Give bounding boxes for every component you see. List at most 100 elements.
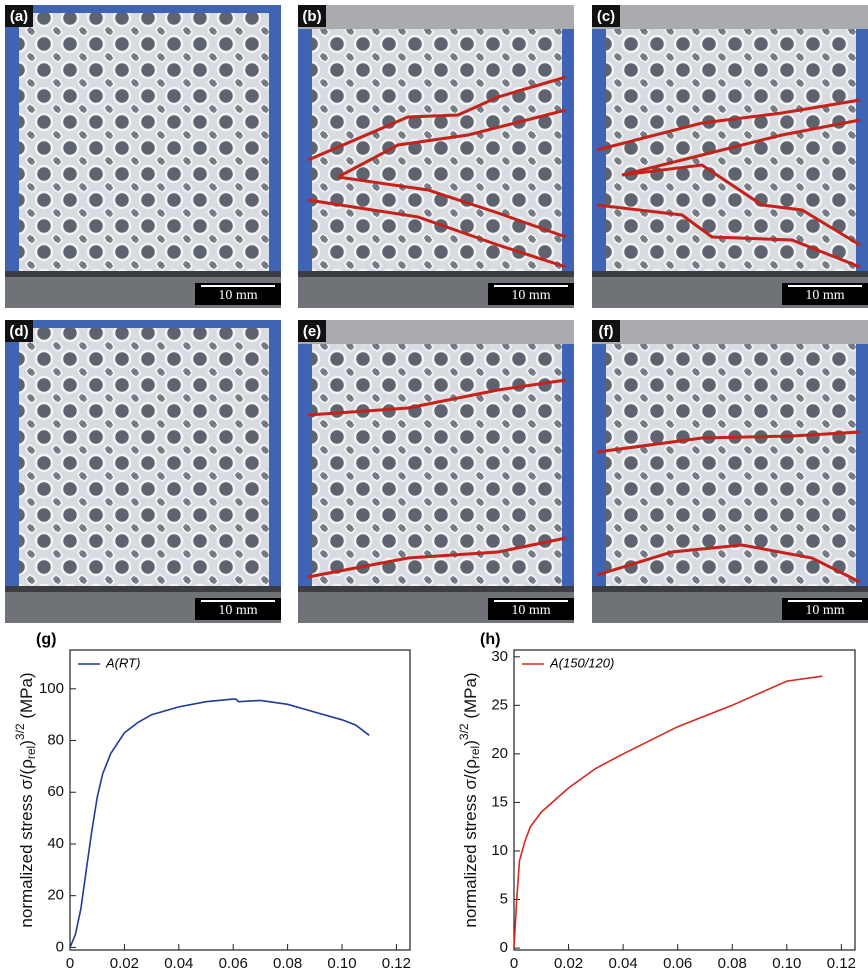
crack-line: [307, 198, 567, 269]
y-tick-label: 10: [491, 842, 508, 859]
x-tick-label: 0.12: [382, 955, 411, 972]
platen-edge: [592, 586, 868, 592]
foam-specimen: [19, 328, 269, 588]
platen-edge: [5, 586, 281, 592]
y-axis-label-part: (MPa): [17, 672, 36, 723]
foam-specimen: [19, 13, 269, 273]
platen-edge: [298, 586, 574, 592]
x-tick-label: 0.10: [772, 955, 801, 972]
label-box: [592, 5, 620, 27]
y-axis-label-part: ): [461, 740, 480, 746]
label-box: [5, 5, 33, 27]
scale-bar-box: [782, 598, 868, 620]
crack-line: [596, 98, 861, 152]
crack-line: [621, 163, 861, 247]
x-tick-label: 0.10: [327, 955, 356, 972]
y-axis-label-part: rel: [468, 746, 482, 759]
y-tick-label: 20: [491, 745, 508, 762]
label-box: [592, 320, 620, 342]
panel-label: (h): [480, 631, 500, 648]
foam-specimen: [606, 344, 856, 588]
plot-frame: [69, 649, 411, 951]
panel-label: (a): [10, 8, 28, 25]
y-tick-label: 100: [39, 680, 64, 697]
scale-bar-label: 10 mm: [218, 288, 257, 303]
photo: (c) 10 mm: [592, 5, 868, 308]
top-platen: [298, 5, 574, 29]
scale-bar-label: 10 mm: [805, 288, 844, 303]
crack-line: [307, 378, 567, 417]
photo-panels: (a) 10 mm (b) 10 mm (c) 10 mm (d) 10 mm (e) 10 mm…: [5, 5, 868, 623]
crack-line: [621, 118, 861, 177]
x-tick-label: 0: [66, 955, 74, 972]
x-tick-label: 0: [510, 955, 518, 972]
label-box: [5, 320, 33, 342]
panel-label: (f): [599, 323, 614, 340]
y-axis-label-part: ): [17, 740, 36, 746]
scale-bar-box: [195, 283, 281, 305]
y-tick-label: 0: [56, 938, 64, 955]
x-tick-label: 0.08: [718, 955, 747, 972]
foam-specimen: [606, 29, 856, 273]
label-box: [298, 5, 326, 27]
x-tick-label: 0.08: [273, 955, 302, 972]
top-platen: [592, 320, 868, 344]
scale-bar-box: [195, 598, 281, 620]
y-axis-label: normalized stress σ/(ρrel)3/2 (MPa): [13, 672, 38, 927]
chart: (h) 0 0.02 0.04 0.06 0.08 0.10 0.12 0 5 10 15 20 25 30…: [457, 631, 856, 980]
plot-frame: [513, 649, 856, 951]
crack-line: [337, 175, 567, 239]
y-tick-label: 40: [47, 835, 64, 852]
y-axis-label-part: (MPa): [461, 672, 480, 723]
x-tick-label: 0.04: [164, 955, 193, 972]
legend-label: A(150/120): [549, 655, 614, 670]
scale-bar-label: 10 mm: [218, 603, 257, 618]
y-axis-label-part: 3/2: [457, 723, 471, 740]
panel-label: (g): [36, 631, 56, 648]
crack-line: [596, 430, 861, 454]
x-tick-label: 0.02: [554, 955, 583, 972]
scale-bar-label: 10 mm: [805, 603, 844, 618]
x-tick-label: 0.06: [219, 955, 248, 972]
y-tick-label: 30: [491, 648, 508, 665]
y-tick-label: 25: [491, 696, 508, 713]
scale-bar-box: [488, 283, 574, 305]
crack-line: [337, 108, 567, 179]
photo: (e) 10 mm: [298, 320, 574, 623]
label-box: [298, 320, 326, 342]
x-tick-label: 0.12: [827, 955, 856, 972]
foam-specimen: [312, 29, 562, 273]
legend-label: A(RT): [105, 655, 140, 670]
panel-label: (e): [303, 323, 321, 340]
scale-bar-label: 10 mm: [511, 603, 550, 618]
top-platen: [298, 320, 574, 344]
crack-line: [596, 203, 861, 269]
y-tick-label: 80: [47, 731, 64, 748]
y-tick-label: 20: [47, 887, 64, 904]
y-axis-label: normalized stress σ/(ρrel)3/2 (MPa): [457, 672, 482, 927]
platen-edge: [592, 271, 868, 277]
scale-bar-label: 10 mm: [511, 288, 550, 303]
x-tick-label: 0.06: [663, 955, 692, 972]
photo: (a) 10 mm: [5, 5, 281, 308]
y-axis-label-part: normalized stress σ/(ρ: [461, 759, 480, 927]
y-tick-label: 0: [500, 939, 508, 956]
y-tick-label: 15: [491, 793, 508, 810]
panel-label: (b): [302, 8, 321, 25]
y-tick-label: 5: [500, 890, 508, 907]
x-tick-label: 0.02: [110, 955, 139, 972]
crack-line: [307, 75, 567, 162]
photo: (d) 10 mm: [5, 320, 281, 623]
crack-line: [596, 543, 861, 584]
data-line: [69, 698, 370, 948]
foam-specimen: [312, 344, 562, 588]
photo: (b) 10 mm: [298, 5, 574, 308]
scale-bar-box: [782, 283, 868, 305]
platen-edge: [298, 271, 574, 277]
y-axis-label-part: normalized stress σ/(ρ: [17, 759, 36, 927]
x-tick-label: 0.04: [609, 955, 638, 972]
y-tick-label: 60: [47, 783, 64, 800]
panel-label: (c): [597, 8, 615, 25]
top-platen: [592, 5, 868, 29]
charts: (g)0 0.02 0.04 0.06 0.08 0.10 0.12020406080100…: [13, 631, 856, 980]
